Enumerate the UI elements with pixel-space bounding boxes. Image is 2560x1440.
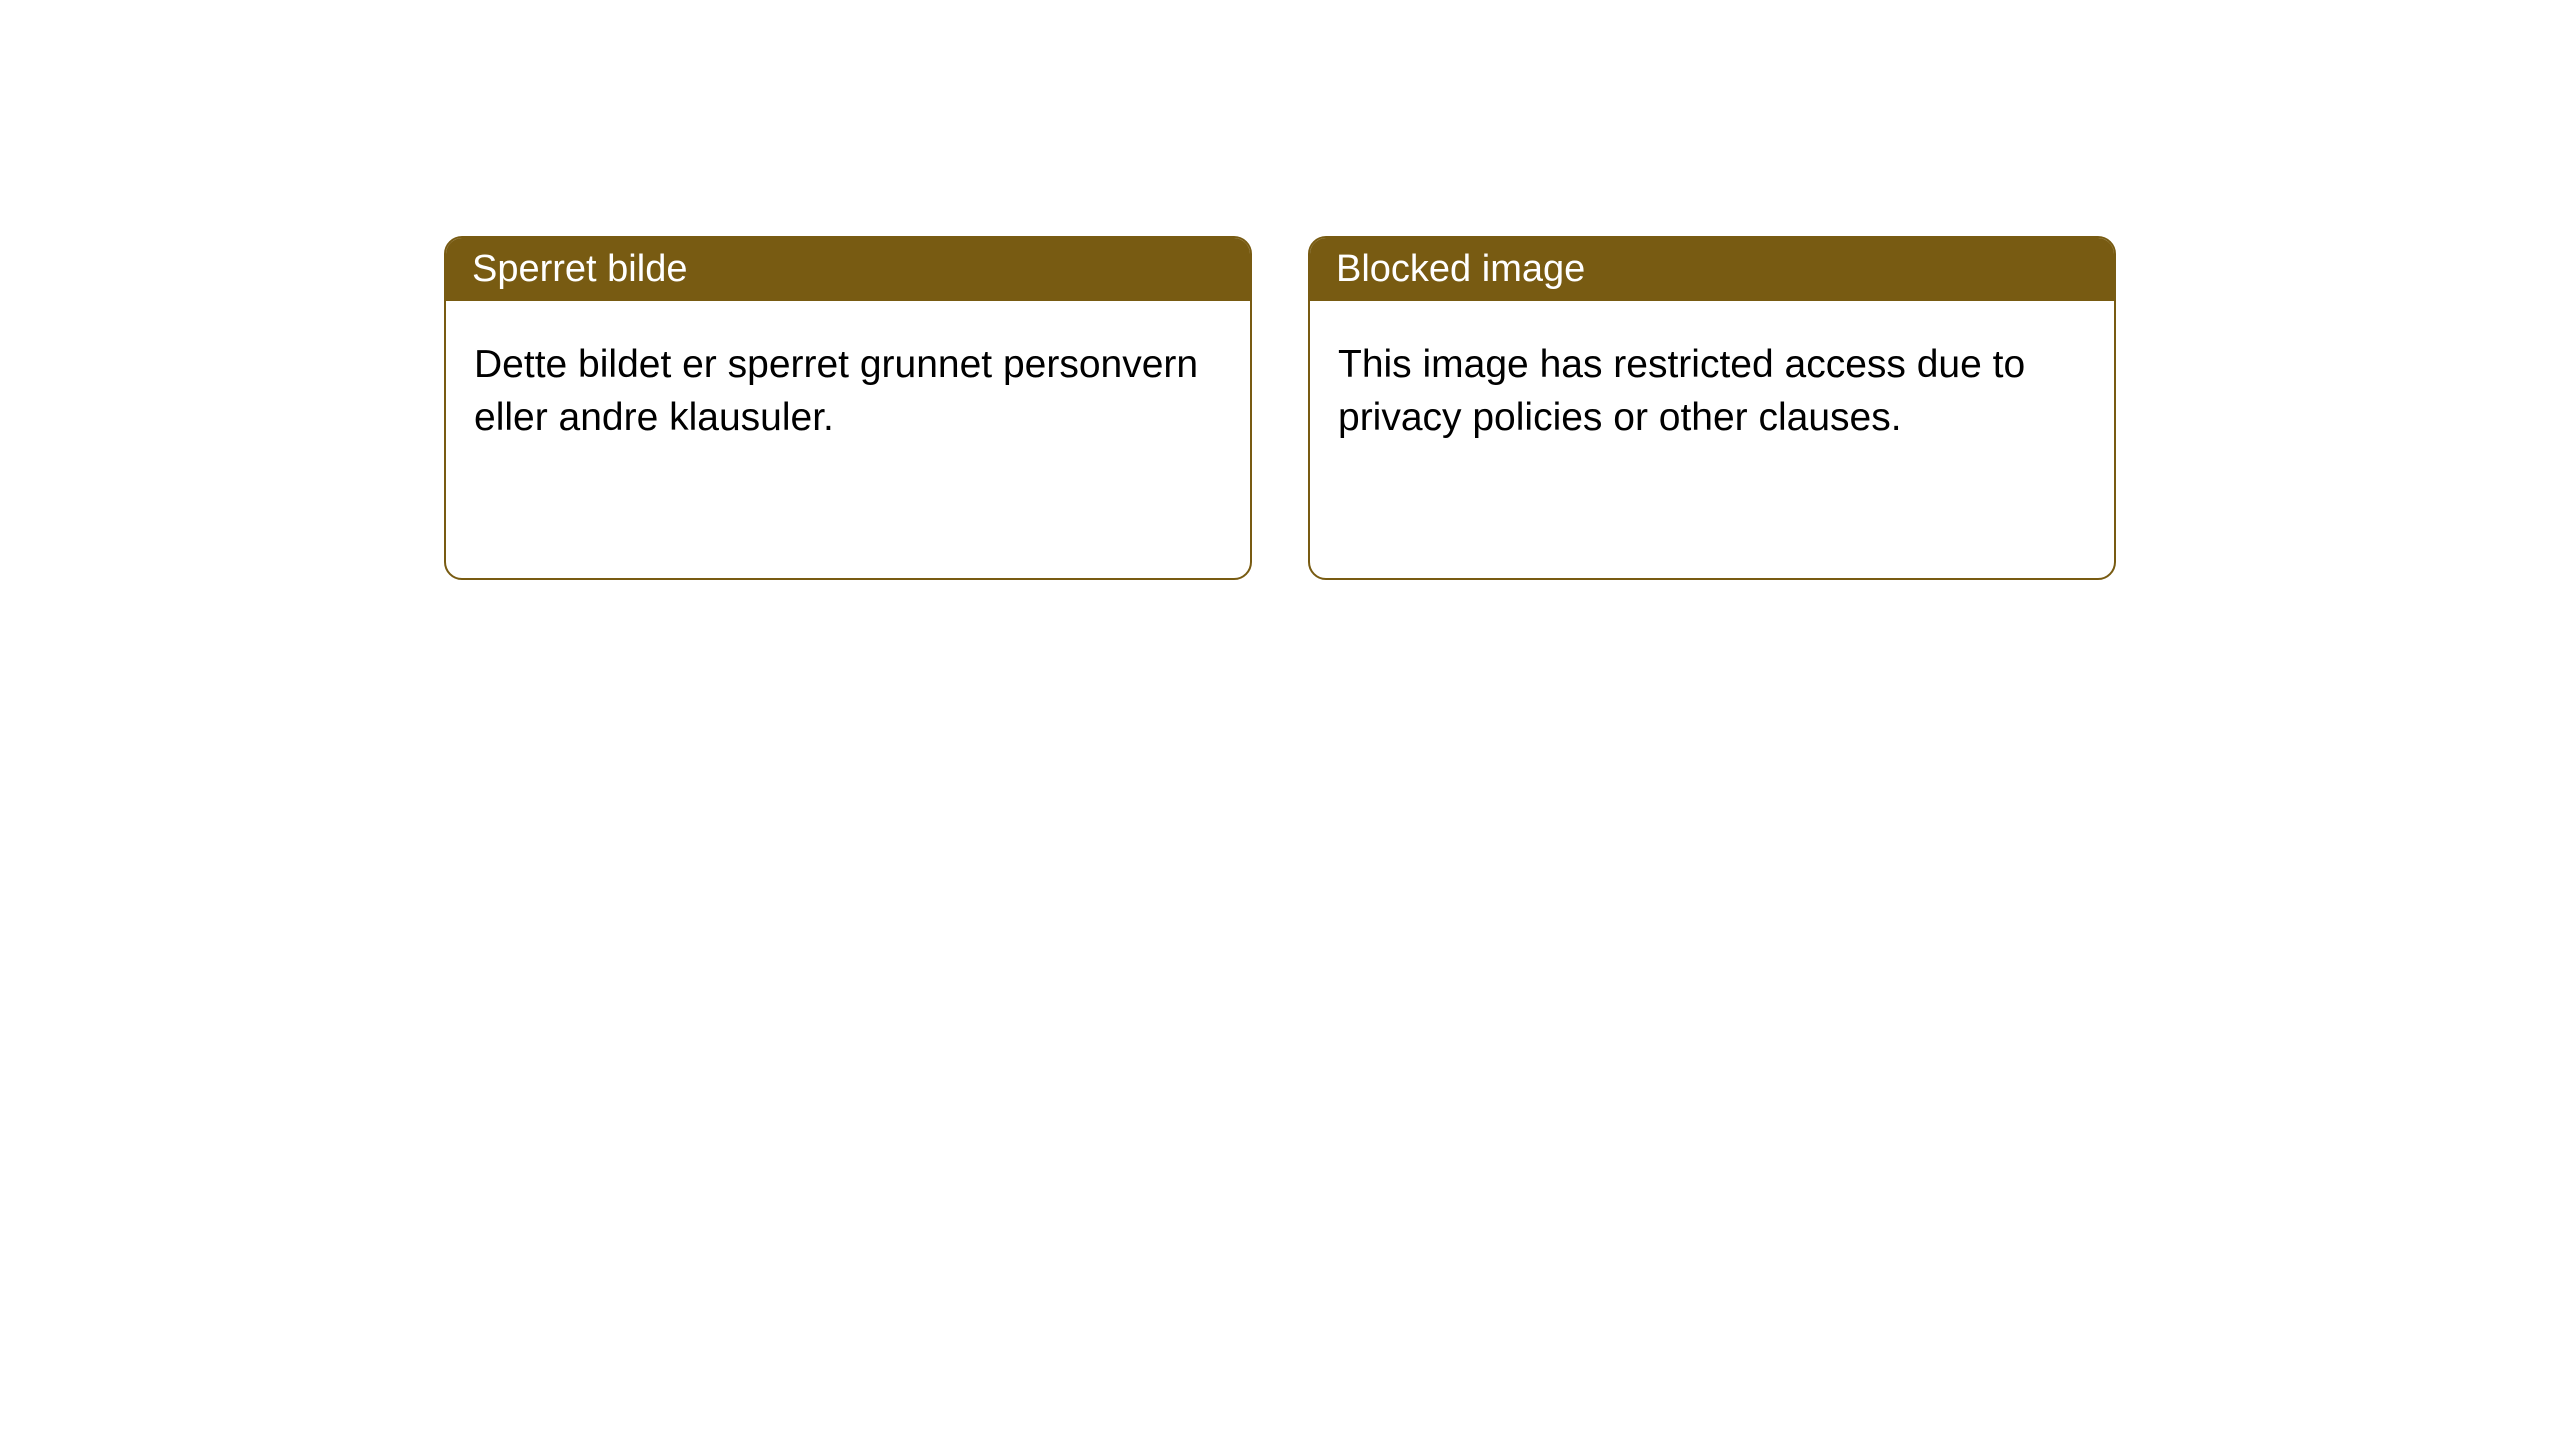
card-body: This image has restricted access due to … <box>1310 301 2114 482</box>
card-header: Sperret bilde <box>446 238 1250 301</box>
cards-container: Sperret bilde Dette bildet er sperret gr… <box>0 0 2560 580</box>
card-body: Dette bildet er sperret grunnet personve… <box>446 301 1250 482</box>
card-body-text: This image has restricted access due to … <box>1338 343 2025 439</box>
blocked-image-card-no: Sperret bilde Dette bildet er sperret gr… <box>444 236 1252 580</box>
card-body-text: Dette bildet er sperret grunnet personve… <box>474 343 1198 439</box>
card-title: Blocked image <box>1336 248 1585 290</box>
blocked-image-card-en: Blocked image This image has restricted … <box>1308 236 2116 580</box>
card-header: Blocked image <box>1310 238 2114 301</box>
card-title: Sperret bilde <box>472 248 687 290</box>
